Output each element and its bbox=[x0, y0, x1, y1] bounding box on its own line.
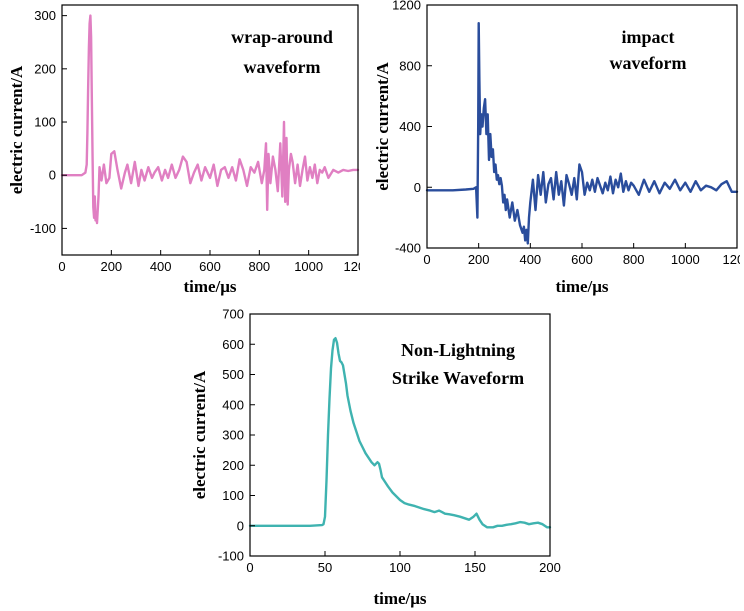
series-line bbox=[60, 14, 360, 225]
wrap-around-waveform-chart: 0 200 400 600 800 1000 1200 -100 0 100 200 300 time/… bbox=[7, 4, 360, 296]
y-tick-label: 1200 bbox=[392, 0, 421, 13]
y-tick-label: 800 bbox=[399, 58, 421, 73]
x-tick-label: 400 bbox=[150, 259, 172, 274]
x-tick-label: 150 bbox=[464, 560, 486, 575]
impact-waveform-chart: 020040060080010001200-40004008001200time… bbox=[373, 0, 740, 296]
y-axis-title: electric current/A bbox=[7, 65, 26, 194]
x-tick-label: 1000 bbox=[294, 259, 323, 274]
y-tick-label: 700 bbox=[222, 307, 244, 322]
x-tick-label: 0 bbox=[246, 560, 253, 575]
y-tick-label: 0 bbox=[49, 168, 56, 183]
y-tick-label: 0 bbox=[414, 180, 421, 195]
y-tick-label: 200 bbox=[34, 61, 56, 76]
non-lightning-strike-waveform-chart: 0 50 100 150 200-1000100200300400500600700ti… bbox=[190, 307, 561, 609]
y-tick-label: -100 bbox=[30, 221, 56, 236]
y-axis-title: electric current/A bbox=[190, 370, 209, 499]
chart-title-line: waveform bbox=[244, 57, 321, 77]
y-tick-label: 300 bbox=[222, 428, 244, 443]
y-tick-label: 100 bbox=[222, 488, 244, 503]
x-tick-label: 1000 bbox=[671, 252, 700, 267]
series-line bbox=[248, 337, 552, 529]
x-tick-label: 100 bbox=[389, 560, 411, 575]
x-tick-label: 1200 bbox=[723, 252, 740, 267]
y-tick-label: 400 bbox=[399, 119, 421, 134]
chart-title-line: wrap-around bbox=[231, 27, 333, 47]
chart-title-line: Strike Waveform bbox=[392, 368, 524, 388]
y-tick-label: -100 bbox=[218, 549, 244, 564]
x-tick-label: 200 bbox=[539, 560, 561, 575]
plot-frame bbox=[426, 4, 738, 249]
x-axis-title: time/μs bbox=[183, 277, 236, 296]
x-axis-title: time/μs bbox=[555, 277, 608, 296]
x-tick-label: 1200 bbox=[344, 259, 360, 274]
x-tick-label: 200 bbox=[100, 259, 122, 274]
y-tick-label: 500 bbox=[222, 367, 244, 382]
chart-title-line: impact bbox=[622, 27, 675, 47]
x-tick-label: 600 bbox=[571, 252, 593, 267]
y-tick-label: 0 bbox=[237, 518, 244, 533]
y-tick-label: -400 bbox=[395, 241, 421, 256]
y-axis-title: electric current/A bbox=[373, 62, 392, 191]
x-tick-label: 0 bbox=[58, 259, 65, 274]
y-tick-label: 400 bbox=[222, 397, 244, 412]
x-tick-label: 50 bbox=[318, 560, 332, 575]
x-tick-label: 400 bbox=[519, 252, 541, 267]
y-tick-label: 100 bbox=[34, 115, 56, 130]
y-tick-label: 300 bbox=[34, 8, 56, 23]
x-tick-label: 800 bbox=[623, 252, 645, 267]
x-tick-label: 800 bbox=[248, 259, 270, 274]
x-tick-label: 600 bbox=[199, 259, 221, 274]
chart-title-line: Non-Lightning bbox=[401, 340, 515, 360]
y-tick-label: 600 bbox=[222, 337, 244, 352]
chart-title-line: waveform bbox=[610, 53, 687, 73]
series-line bbox=[425, 22, 739, 245]
x-tick-label: 0 bbox=[423, 252, 430, 267]
x-axis-title: time/μs bbox=[373, 589, 426, 608]
x-tick-label: 200 bbox=[468, 252, 490, 267]
y-tick-label: 200 bbox=[222, 458, 244, 473]
